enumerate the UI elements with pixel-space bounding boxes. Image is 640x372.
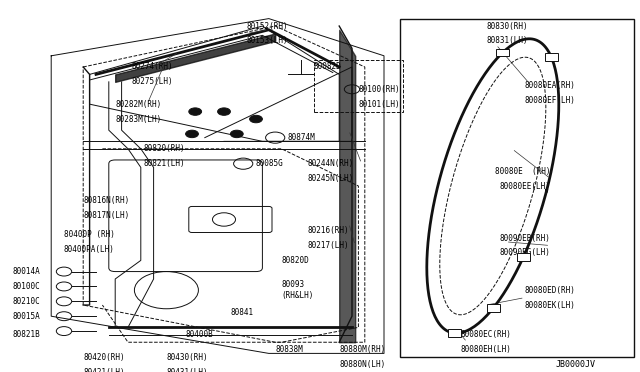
Text: 80014A: 80014A xyxy=(13,267,40,276)
Text: 80283M(LH): 80283M(LH) xyxy=(115,115,161,124)
Text: 80880N(LH): 80880N(LH) xyxy=(339,360,385,369)
Bar xyxy=(545,53,557,61)
Text: 80421(LH): 80421(LH) xyxy=(83,368,125,372)
Bar xyxy=(517,253,530,261)
Text: 80820(RH): 80820(RH) xyxy=(144,144,186,153)
Text: 80153(LH): 80153(LH) xyxy=(246,36,288,45)
Text: 80093
(RH&LH): 80093 (RH&LH) xyxy=(282,280,314,300)
Text: 80244N(RH): 80244N(RH) xyxy=(307,159,353,168)
Text: 80821(LH): 80821(LH) xyxy=(144,159,186,168)
Text: 80080EF(LH): 80080EF(LH) xyxy=(525,96,575,105)
Text: 80015A: 80015A xyxy=(13,312,40,321)
Text: 80100C: 80100C xyxy=(13,282,40,291)
Text: 80216(RH): 80216(RH) xyxy=(307,226,349,235)
Text: 80082D: 80082D xyxy=(314,62,341,71)
Text: 80080EE(LH): 80080EE(LH) xyxy=(500,182,550,190)
Text: 80090EB(RH): 80090EB(RH) xyxy=(500,234,550,243)
Text: 80080EC(RH): 80080EC(RH) xyxy=(461,330,511,339)
Text: 80274(RH): 80274(RH) xyxy=(131,62,173,71)
Text: 80821B: 80821B xyxy=(13,330,40,339)
Text: 80874M: 80874M xyxy=(288,133,316,142)
Text: 80080EH(LH): 80080EH(LH) xyxy=(461,345,511,354)
Bar xyxy=(448,330,461,337)
Text: 80831(LH): 80831(LH) xyxy=(486,36,528,45)
Text: 80400P (RH): 80400P (RH) xyxy=(64,230,115,239)
Text: 80820D: 80820D xyxy=(282,256,309,265)
Text: 80420(RH): 80420(RH) xyxy=(83,353,125,362)
Text: 80400PA(LH): 80400PA(LH) xyxy=(64,245,115,254)
Text: 80085G: 80085G xyxy=(256,159,284,168)
Text: 80210C: 80210C xyxy=(13,297,40,306)
Text: 80880M(RH): 80880M(RH) xyxy=(339,345,385,354)
Text: 80275(LH): 80275(LH) xyxy=(131,77,173,86)
Bar xyxy=(496,49,509,57)
Circle shape xyxy=(250,115,262,123)
Circle shape xyxy=(218,108,230,115)
Text: 80838M: 80838M xyxy=(275,345,303,354)
Text: 80080ED(RH): 80080ED(RH) xyxy=(525,286,575,295)
Text: 80080E  (RH): 80080E (RH) xyxy=(495,167,550,176)
Text: 80841: 80841 xyxy=(230,308,253,317)
Text: 80400B: 80400B xyxy=(186,330,213,339)
Text: 80816N(RH): 80816N(RH) xyxy=(83,196,129,205)
Text: 80430(RH): 80430(RH) xyxy=(166,353,208,362)
Circle shape xyxy=(230,130,243,138)
Bar xyxy=(487,304,500,311)
Text: 80152(RH): 80152(RH) xyxy=(246,22,288,31)
Text: 80080EA(RH): 80080EA(RH) xyxy=(525,81,575,90)
Circle shape xyxy=(189,108,202,115)
Text: 80100(RH): 80100(RH) xyxy=(358,85,400,94)
Text: 80245N(LH): 80245N(LH) xyxy=(307,174,353,183)
Text: 80431(LH): 80431(LH) xyxy=(166,368,208,372)
Text: JB0000JV: JB0000JV xyxy=(556,360,595,369)
Text: 80217(LH): 80217(LH) xyxy=(307,241,349,250)
Text: 80830(RH): 80830(RH) xyxy=(486,22,528,31)
Text: 80817N(LH): 80817N(LH) xyxy=(83,211,129,220)
Text: 80101(LH): 80101(LH) xyxy=(358,100,400,109)
Text: 80090EG(LH): 80090EG(LH) xyxy=(500,248,550,257)
Text: 80080EK(LH): 80080EK(LH) xyxy=(525,301,575,310)
Text: 80282M(RH): 80282M(RH) xyxy=(115,100,161,109)
Circle shape xyxy=(186,130,198,138)
